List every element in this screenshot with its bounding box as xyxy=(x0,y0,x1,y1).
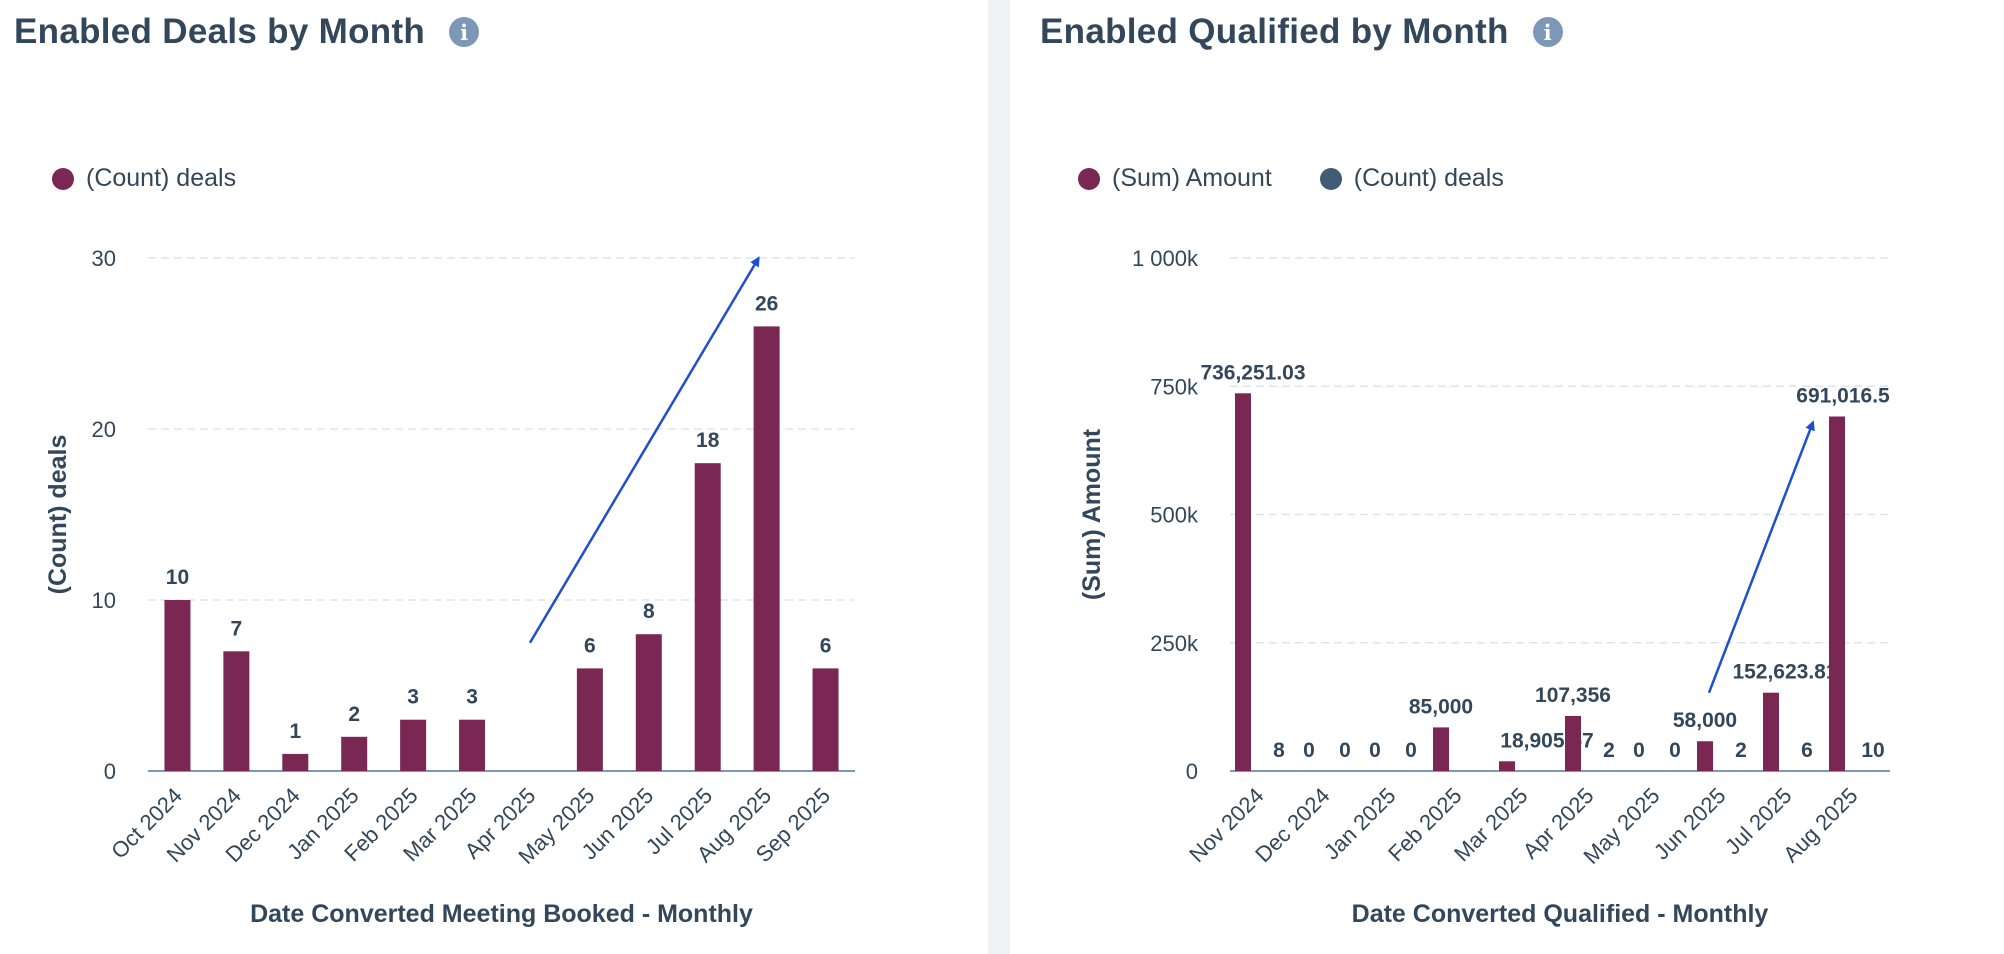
y-axis-title: (Sum) Amount xyxy=(1078,428,1106,600)
y-tick-label: 250k xyxy=(1150,631,1199,656)
bar xyxy=(1763,692,1779,771)
legend-item-count-deals[interactable]: (Count) deals xyxy=(1319,164,1504,193)
panel-divider xyxy=(988,0,1010,954)
bar xyxy=(1697,741,1713,771)
legend-dot-icon xyxy=(52,167,74,190)
y-tick-label: 500k xyxy=(1150,503,1199,528)
data-label: 0 xyxy=(1633,739,1645,762)
x-axis-title: Date Converted Qualified - Monthly xyxy=(1352,900,1769,928)
legend-dot-icon xyxy=(1078,167,1100,190)
bar xyxy=(400,719,427,771)
bar xyxy=(1235,393,1251,771)
data-label: 10 xyxy=(166,566,189,589)
bar xyxy=(753,326,780,771)
y-tick-label: 30 xyxy=(92,246,116,271)
bar xyxy=(1829,416,1845,771)
legend-item-sum-amount[interactable]: (Sum) Amount xyxy=(1078,164,1272,193)
info-icon[interactable]: i xyxy=(1532,17,1563,47)
count-data-label: 8 xyxy=(1273,739,1285,762)
y-tick-label: 0 xyxy=(104,759,116,784)
y-tick-label: 0 xyxy=(1186,759,1198,784)
count-data-label: 2 xyxy=(1735,739,1747,762)
data-label: 0 xyxy=(1303,739,1315,762)
legend-label: (Count) deals xyxy=(86,164,237,192)
chart-title: Enabled Qualified by Month xyxy=(1040,12,1509,51)
info-icon[interactable]: i xyxy=(449,17,480,47)
data-label: 107,356 xyxy=(1535,684,1611,707)
bar xyxy=(576,668,603,771)
data-label: 1 xyxy=(289,720,301,743)
data-label: 7 xyxy=(231,617,243,640)
data-label: 691,016.5 xyxy=(1796,385,1890,408)
bar xyxy=(1565,715,1581,771)
bar xyxy=(812,668,839,771)
data-label: 26 xyxy=(755,292,778,315)
y-tick-label: 1 000k xyxy=(1132,246,1199,271)
x-axis-title: Date Converted Meeting Booked - Monthly xyxy=(250,900,753,928)
x-tick-label: Mar 2025 xyxy=(1449,783,1532,866)
data-label: 3 xyxy=(407,686,419,709)
y-tick-label: 10 xyxy=(92,588,116,613)
legend-item-count-deals[interactable]: (Count) deals xyxy=(52,164,236,193)
data-label: 3 xyxy=(466,686,478,709)
trend-arrow xyxy=(1707,420,1815,694)
data-label: 152,623.81 xyxy=(1732,661,1837,684)
trend-arrow xyxy=(528,256,760,644)
bar xyxy=(223,651,250,771)
data-label: 0 xyxy=(1369,739,1381,762)
chart-title: Enabled Deals by Month xyxy=(14,12,426,51)
bar xyxy=(1433,727,1449,771)
count-data-label: 0 xyxy=(1669,739,1681,762)
data-label: 8 xyxy=(643,600,655,623)
y-tick-label: 20 xyxy=(92,417,116,442)
y-axis-title: (Count) deals xyxy=(44,435,72,595)
count-data-label: 0 xyxy=(1339,739,1351,762)
count-data-label: 0 xyxy=(1405,739,1417,762)
bar xyxy=(282,753,309,771)
data-label: 736,251.03 xyxy=(1200,361,1305,384)
legend-label: (Sum) Amount xyxy=(1112,164,1272,192)
legend-dot-icon xyxy=(1319,167,1342,190)
bar xyxy=(635,634,662,771)
data-label: 6 xyxy=(584,634,596,657)
data-label: 85,000 xyxy=(1409,695,1473,718)
count-data-label: 10 xyxy=(1861,739,1884,762)
x-tick-label: Jun 2025 xyxy=(1649,783,1731,865)
bar xyxy=(164,600,191,771)
legend-label: (Count) deals xyxy=(1353,164,1504,192)
data-label: 58,000 xyxy=(1673,709,1737,732)
y-tick-label: 750k xyxy=(1150,374,1199,399)
count-data-label: 6 xyxy=(1801,739,1813,762)
legend: (Sum) Amount (Count) deals xyxy=(1078,164,1552,193)
count-data-label: 2 xyxy=(1603,739,1615,762)
data-label: 18 xyxy=(696,429,720,452)
chart-panel-qualified: Enabled Qualified by Month i (Sum) Amoun… xyxy=(1010,0,2004,954)
bar xyxy=(1499,761,1515,771)
bar xyxy=(694,463,721,771)
bar xyxy=(459,719,486,771)
legend: (Count) deals xyxy=(52,164,284,193)
data-label: 2 xyxy=(348,703,360,726)
chart-panel-deals: Enabled Deals by Month i (Count) deals 0… xyxy=(0,0,988,954)
bar xyxy=(341,736,368,771)
data-label: 6 xyxy=(820,634,832,657)
